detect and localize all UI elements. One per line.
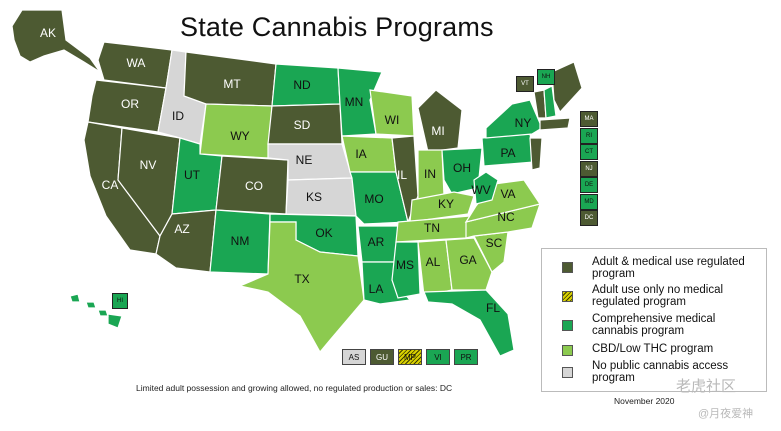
state-label-MN: MN [345, 95, 364, 109]
state-label-ID: ID [172, 109, 184, 123]
state-label-VA: VA [500, 187, 515, 201]
state-label-AL: AL [426, 255, 441, 269]
state-label-NE: NE [296, 153, 313, 167]
state-box-md: MD [580, 193, 598, 210]
legend-swatch [562, 345, 573, 356]
state-label-WA: WA [127, 56, 146, 70]
state-label-NM: NM [231, 234, 250, 248]
legend: Adult & medical use regulated program Ad… [541, 248, 767, 392]
state-label-MS: MS [396, 258, 414, 272]
state-box-de: DE [580, 177, 598, 193]
state-label-NY: NY [515, 116, 532, 130]
state-box-nj: NJ [580, 160, 598, 177]
state-label-PA: PA [500, 146, 515, 160]
state-label-NC: NC [497, 210, 515, 224]
state-box-nh: NH [537, 69, 555, 85]
watermark-handle: @月夜爱神 [698, 408, 754, 420]
hi-box-label: HI [117, 298, 123, 304]
state-label-MI: MI [431, 124, 444, 138]
state-label-CO: CO [245, 179, 263, 193]
state-label-AK: AK [40, 26, 56, 40]
legend-swatch [562, 320, 573, 331]
state-label-LA: LA [369, 282, 384, 296]
state-label-MT: MT [223, 77, 241, 91]
state-label-TX: TX [294, 272, 309, 286]
state-MS [391, 241, 421, 299]
state-HI [69, 293, 123, 329]
state-box-ma: MA [580, 111, 598, 127]
state-box-ri: RI [580, 127, 598, 144]
legend-label: No public cannabis access program [592, 360, 729, 384]
map-title: State Cannabis Programs [180, 12, 494, 42]
state-label-OH: OH [453, 161, 471, 175]
state-label-NV: NV [140, 158, 157, 172]
state-label-AZ: AZ [174, 222, 189, 236]
state-label-MO: MO [364, 192, 383, 206]
legend-label: Comprehensive medical cannabis program [592, 313, 716, 337]
state-AK [11, 9, 101, 73]
state-label-UT: UT [184, 168, 201, 182]
territory-gu: GU [370, 349, 394, 365]
state-box-dc: DC [580, 210, 598, 226]
state-label-KY: KY [438, 197, 454, 211]
territory-as: AS [342, 349, 366, 365]
state-box-vt: VT [516, 76, 534, 92]
state-GA [445, 237, 493, 291]
legend-label: Adult & medical use regulated program [592, 256, 745, 280]
state-label-IN: IN [424, 167, 436, 181]
state-label-OR: OR [121, 97, 139, 111]
state-label-WI: WI [385, 113, 400, 127]
state-label-SD: SD [294, 118, 311, 132]
state-label-OK: OK [315, 226, 332, 240]
hi-box: HI [112, 293, 128, 309]
state-TX [238, 221, 365, 354]
state-MA [539, 117, 571, 131]
state-KY [409, 191, 475, 223]
watermark-community: 老虎社区 [676, 378, 737, 395]
state-label-GA: GA [459, 253, 476, 267]
state-box-ct: CT [580, 144, 598, 160]
legend-label: Adult use only no medical regulated prog… [592, 284, 724, 308]
state-MI [417, 89, 463, 153]
state-label-IA: IA [355, 147, 366, 161]
state-label-ND: ND [293, 78, 311, 92]
state-OR [87, 79, 167, 133]
state-label-AR: AR [368, 235, 385, 249]
legend-label: CBD/Low THC program [592, 343, 714, 355]
state-label-SC: SC [486, 236, 503, 250]
state-label-KS: KS [306, 190, 322, 204]
state-label-IL: IL [397, 168, 407, 182]
state-FL [423, 289, 515, 357]
state-NJ [529, 137, 543, 171]
state-IA [341, 135, 397, 173]
state-label-TN: TN [424, 221, 440, 235]
state-label-FL: FL [486, 301, 500, 315]
legend-swatch [562, 367, 573, 378]
state-OH [441, 147, 483, 195]
state-label-WV: WV [471, 183, 490, 197]
state-ME [551, 61, 583, 114]
territory-vi: VI [426, 349, 450, 365]
state-WV [473, 171, 499, 205]
state-label-WY: WY [230, 129, 249, 143]
territory-pr: PR [454, 349, 478, 365]
legend-swatch [562, 291, 573, 302]
state-label-CA: CA [102, 178, 119, 192]
territory-mp: MP [398, 349, 422, 365]
date-label: November 2020 [614, 396, 675, 406]
footnote: Limited adult possession and growing all… [136, 383, 453, 393]
legend-swatch [562, 262, 573, 273]
